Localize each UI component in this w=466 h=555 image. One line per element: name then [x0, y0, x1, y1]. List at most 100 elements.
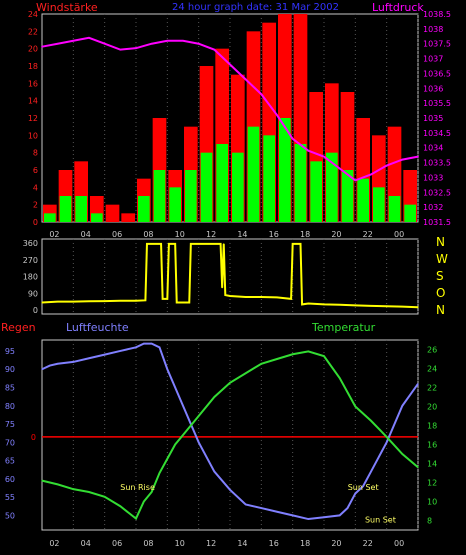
- direction-point: [354, 304, 356, 306]
- pressure-point: [88, 36, 90, 39]
- wind-x-tick: 16: [269, 230, 279, 239]
- compass-label: O: [436, 286, 445, 300]
- pressure-right-tick: 1038.5: [423, 10, 451, 19]
- temperature-point: [292, 353, 294, 355]
- direction-left-tick: 180: [23, 273, 38, 282]
- wind-x-tick: 06: [112, 230, 122, 239]
- humidity-point: [323, 516, 325, 518]
- pressure-point: [244, 78, 247, 81]
- direction-point: [119, 300, 121, 302]
- wind-avg-bar: [279, 118, 291, 222]
- humidity-point: [245, 503, 247, 506]
- pressure-point: [323, 155, 325, 158]
- direction-left-tick: 360: [23, 239, 38, 248]
- temperature-tick: 20: [427, 403, 437, 412]
- humidity-tick: 60: [5, 475, 15, 484]
- direction-point: [146, 243, 148, 245]
- pressure-point: [229, 63, 231, 66]
- direction-point: [370, 305, 372, 307]
- wind-x-tick: 22: [363, 230, 373, 239]
- wind-avg-bar: [404, 204, 416, 222]
- humidity-point: [119, 350, 121, 352]
- direction-point: [276, 296, 278, 298]
- wind-x-tick: 20: [331, 230, 341, 239]
- direction-left-tick: 90: [28, 289, 38, 298]
- climate-x-tick: 10: [175, 539, 185, 548]
- pressure-right-tick: 1033: [423, 173, 443, 182]
- direction-point: [190, 243, 192, 245]
- direction-left-tick: 0: [33, 306, 38, 315]
- direction-left-tick: 270: [23, 256, 38, 265]
- humidity-label: Luftfeuchte: [66, 321, 129, 334]
- direction-point: [162, 298, 164, 300]
- humidity-point: [393, 423, 396, 425]
- direction-point: [41, 301, 43, 304]
- wind-left-tick: 0: [33, 218, 38, 227]
- humidity-point: [417, 383, 419, 385]
- humidity-point: [72, 361, 74, 363]
- pressure-point: [385, 164, 388, 167]
- pressure-point: [135, 47, 137, 49]
- wind-x-tick: 08: [143, 230, 153, 239]
- climate-grid: [72, 340, 419, 530]
- temperature-point: [346, 391, 349, 393]
- direction-point: [104, 300, 106, 302]
- wind-avg-bar: [75, 196, 87, 222]
- humidity-point: [260, 507, 262, 509]
- temperature-point: [72, 488, 74, 490]
- direction-point: [299, 243, 302, 245]
- compass-label: N: [436, 303, 445, 317]
- pressure-right-tick: 1034: [423, 144, 443, 153]
- direction-point: [323, 303, 325, 306]
- temperature-label: Temperatur: [311, 321, 376, 334]
- temperature-point: [229, 382, 231, 384]
- humidity-point: [292, 514, 294, 516]
- temperature-point: [417, 466, 419, 468]
- pressure-point: [41, 45, 43, 48]
- temperature-tick: 22: [427, 384, 437, 393]
- temperature-point: [104, 496, 106, 498]
- direction-point: [245, 296, 247, 298]
- climate-x-tick: 08: [143, 539, 153, 548]
- temperature-tick: 16: [427, 441, 437, 450]
- climate-x-tick: 14: [237, 539, 247, 548]
- temperature-axis: 26 24 22 20 18 16 14 12 10 8: [427, 346, 437, 526]
- wind-left-tick: 14: [28, 97, 38, 106]
- wind-avg-bar: [341, 170, 354, 222]
- temperature-point: [339, 377, 341, 379]
- direction-point: [339, 304, 341, 306]
- sun-annotation: Sun Rise: [120, 483, 155, 492]
- temperature-point: [135, 518, 137, 520]
- direction-point: [301, 303, 303, 306]
- humidity-tick: 55: [5, 493, 15, 502]
- wind-avg-bar: [388, 196, 401, 222]
- temperature-point: [386, 436, 388, 438]
- pressure-point: [103, 42, 106, 45]
- direction-point: [57, 301, 59, 303]
- direction-point: [220, 243, 222, 245]
- temperature-point: [41, 480, 43, 482]
- temperature-point: [57, 483, 59, 485]
- temperature-point: [198, 415, 200, 417]
- wind-avg-bar: [185, 170, 197, 222]
- humidity-tick: 95: [5, 347, 15, 356]
- sun-annotation: Sun Set: [348, 483, 379, 492]
- wind-x-tick: 00: [394, 230, 404, 239]
- wind-avg-bar: [169, 187, 181, 222]
- humidity-point: [378, 456, 380, 458]
- temperature-point: [88, 491, 90, 493]
- direction-point: [260, 296, 262, 298]
- wind-avg-bar: [247, 126, 260, 222]
- wind-avg-bar: [200, 152, 213, 222]
- humidity-point: [41, 368, 43, 370]
- humidity-tick: 80: [5, 402, 15, 411]
- wind-bars: [43, 14, 417, 223]
- wind-x-tick: 18: [300, 230, 310, 239]
- wind-max-bar: [121, 213, 135, 222]
- direction-grid: [72, 239, 419, 314]
- temperature-tick: 18: [427, 422, 437, 431]
- direction-panel-frame: [41, 238, 419, 315]
- wind-left-tick: 22: [28, 27, 38, 36]
